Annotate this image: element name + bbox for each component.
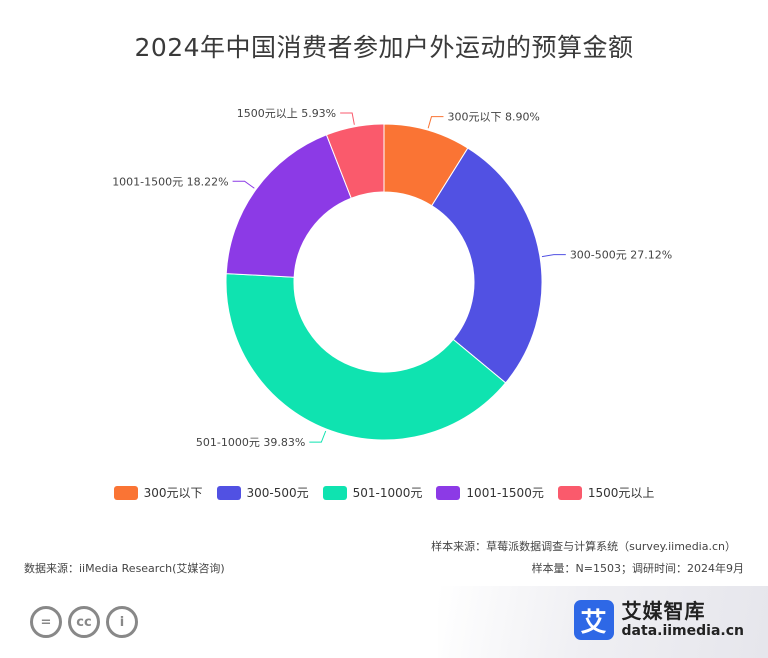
equals-icon: = (30, 606, 62, 638)
brand-logo-icon: 艾 (573, 600, 614, 640)
slice-label-4: 1500元以上 5.93% (237, 107, 336, 120)
slice-2 (225, 273, 507, 441)
chart-legend: 300元以下 300-500元 501-1000元 1001-1500元 1500元以上 (0, 484, 768, 501)
legend-item-4: 1500元以上 (557, 484, 655, 501)
license-icons: = cc i (30, 606, 138, 638)
legend-item-0: 300元以下 (113, 484, 203, 501)
slice-label-2: 501-1000元 39.83% (196, 436, 305, 449)
brand-url: data.iimedia.cn (621, 623, 744, 640)
slice-label-0: 300元以下 8.90% (447, 111, 539, 124)
person-icon: i (106, 606, 138, 638)
legend-label-0: 300元以下 (143, 486, 203, 500)
legend-swatch-3 (436, 485, 461, 500)
sample-size: 样本量：N=1503；调研时间：2024年9月 (531, 562, 744, 575)
brand: 艾 艾媒智库 data.iimedia.cn (573, 599, 744, 640)
legend-label-2: 501-1000元 (352, 486, 423, 500)
leader-line-0 (427, 116, 444, 129)
slice-1 (431, 147, 543, 384)
slice-3 (225, 134, 352, 278)
slice-4 (325, 123, 385, 199)
legend-swatch-2 (322, 485, 347, 500)
slice-label-1: 300-500元 27.12% (570, 249, 672, 262)
data-source: 数据来源：iiMedia Research(艾媒咨询) (24, 562, 225, 575)
donut-chart: 300元以下 8.90% 300-500元 27.12% 501-1000元 39.… (112, 107, 672, 449)
sample-source: 样本来源：草莓派数据调查与计算系统（survey.iimedia.cn） (431, 540, 736, 553)
legend-swatch-4 (557, 485, 582, 500)
leader-line-2 (309, 430, 327, 443)
cc-icon: cc (68, 606, 100, 638)
leader-line-4 (340, 112, 355, 125)
brand-name: 艾媒智库 (621, 599, 706, 624)
legend-item-2: 501-1000元 (322, 484, 423, 501)
legend-label-3: 1001-1500元 (466, 486, 544, 500)
legend-label-1: 300-500元 (246, 486, 309, 500)
legend-item-3: 1001-1500元 (436, 484, 544, 501)
legend-label-4: 1500元以上 (587, 486, 655, 500)
leader-line-3 (232, 180, 255, 189)
chart-title: 2024年中国消费者参加户外运动的预算金额 (134, 33, 634, 62)
legend-swatch-1 (216, 485, 241, 500)
slice-label-3: 1001-1500元 18.22% (112, 175, 228, 188)
leader-line-1 (541, 254, 566, 258)
legend-item-1: 300-500元 (216, 484, 309, 501)
legend-swatch-0 (113, 485, 138, 500)
